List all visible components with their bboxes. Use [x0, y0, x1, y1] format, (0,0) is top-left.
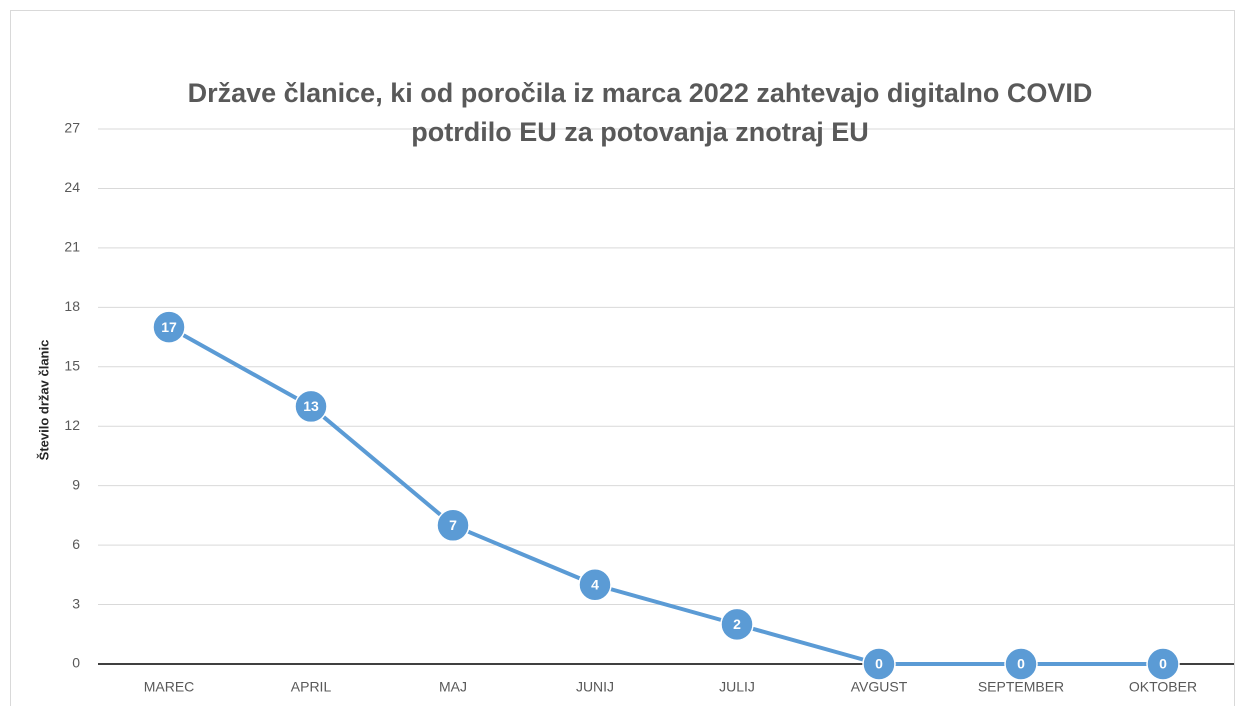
- data-label: 17: [161, 319, 177, 335]
- data-point: [152, 310, 186, 344]
- data-label: 0: [875, 656, 883, 672]
- data-point: [436, 508, 470, 543]
- data-point: [1004, 647, 1038, 681]
- x-tick-label: AVGUST: [851, 679, 908, 695]
- y-tick-label: 0: [72, 655, 80, 671]
- x-tick-label: APRIL: [291, 679, 332, 695]
- y-tick-label: 24: [64, 179, 80, 195]
- x-tick-label: JUNIJ: [576, 679, 614, 695]
- x-tick-label: MAREC: [144, 679, 195, 695]
- y-tick-label: 15: [64, 357, 80, 373]
- y-tick-label: 12: [64, 417, 80, 433]
- data-label: 7: [449, 517, 457, 533]
- y-tick-label: 18: [64, 298, 80, 314]
- chart-title: Države članice, ki od poročila iz marca …: [187, 78, 1093, 147]
- data-label: 0: [1017, 656, 1025, 672]
- chart-frame: [10, 10, 1235, 706]
- data-point: [720, 607, 754, 642]
- data-label: 2: [733, 616, 741, 632]
- y-tick-label: 9: [72, 476, 80, 492]
- data-point: [294, 389, 328, 424]
- y-tick-label: 21: [64, 239, 80, 255]
- data-label: 4: [591, 576, 599, 592]
- x-tick-label: SEPTEMBER: [978, 679, 1064, 695]
- data-line: [168, 325, 1163, 666]
- x-tick-label: OKTOBER: [1129, 679, 1197, 695]
- data-point: [578, 567, 612, 602]
- y-axis-label: Število držav članic: [36, 340, 51, 461]
- data-point: [1146, 647, 1180, 681]
- x-tick-label: JULIJ: [719, 679, 755, 695]
- y-tick-label: 27: [64, 120, 80, 136]
- y-tick-label: 3: [72, 595, 80, 611]
- data-label: 0: [1159, 656, 1167, 672]
- x-tick-label: MAJ: [439, 679, 467, 695]
- data-point: [862, 647, 896, 681]
- y-tick-label: 6: [72, 536, 80, 552]
- data-label: 13: [303, 398, 319, 414]
